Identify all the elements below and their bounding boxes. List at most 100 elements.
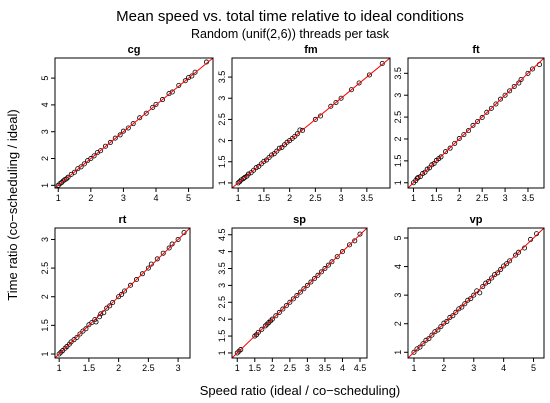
panel-frame [407, 227, 545, 359]
data-point [112, 135, 118, 141]
x-tick-label: 1 [57, 363, 62, 373]
data-point [160, 250, 166, 256]
data-point [426, 336, 432, 342]
data-point [238, 347, 244, 353]
data-point [525, 70, 531, 76]
y-tick-label: 2 [40, 294, 50, 299]
figure-title: Mean speed vs. total time relative to id… [116, 8, 464, 25]
y-tick-label: 1 [40, 183, 50, 188]
data-point [160, 97, 166, 103]
data-point [182, 78, 188, 84]
data-point [356, 80, 362, 86]
x-tick-label: 2 [116, 363, 121, 373]
data-point [498, 266, 504, 272]
data-point [488, 105, 494, 111]
x-tick-label: 4 [340, 363, 345, 373]
data-point [459, 304, 465, 310]
data-point [107, 139, 113, 145]
data-point [266, 155, 272, 161]
data-point [259, 326, 265, 332]
data-point [169, 241, 175, 247]
data-point [329, 259, 335, 265]
y-tick-label: 2 [217, 317, 227, 322]
data-point [98, 311, 104, 317]
data-point [93, 319, 99, 325]
data-point [338, 95, 344, 101]
data-point [471, 292, 477, 298]
y-tick-label: 2.5 [217, 113, 227, 126]
x-tick-label: 3 [121, 193, 126, 203]
data-point [516, 80, 522, 86]
data-point [245, 171, 251, 177]
data-point [518, 76, 524, 82]
data-point [429, 332, 435, 338]
y-tick-label: 3 [217, 283, 227, 288]
x-tick-label: 2.5 [476, 193, 489, 203]
data-point [150, 104, 156, 110]
data-point [420, 341, 426, 347]
x-tick-label: 1.5 [258, 193, 271, 203]
data-point [352, 238, 358, 244]
x-tick-label: 2.5 [309, 193, 322, 203]
x-tick-label: 1 [236, 193, 241, 203]
data-point [294, 293, 300, 299]
data-point [348, 87, 354, 93]
y-tick-label: 5 [393, 235, 403, 240]
panel-title: rt [119, 214, 127, 226]
data-point [137, 115, 143, 121]
data-point [122, 288, 128, 294]
data-point [297, 289, 303, 295]
y-tick-label: 2.5 [217, 296, 227, 309]
data-point [192, 69, 198, 75]
identity-line [407, 57, 545, 189]
data-point [143, 110, 149, 116]
y-tick-label: 2.5 [393, 111, 403, 124]
x-tick-label: 3.5 [522, 193, 535, 203]
y-tick-label: 2 [40, 156, 50, 161]
data-point [72, 169, 78, 175]
identity-line [231, 57, 391, 189]
x-tick-label: 1 [411, 363, 416, 373]
x-tick-label: 4.5 [354, 363, 367, 373]
x-tick-label: 2 [270, 363, 275, 373]
data-point [470, 122, 476, 128]
x-tick-label: 3 [305, 363, 310, 373]
data-point [315, 272, 321, 278]
data-point [274, 148, 280, 154]
data-point [63, 176, 69, 182]
identity-line [54, 57, 214, 189]
data-point [308, 279, 314, 285]
x-tick-label: 1.5 [430, 193, 443, 203]
data-point [417, 344, 423, 350]
data-point [318, 113, 324, 119]
data-point [148, 261, 154, 267]
panel-frame [231, 57, 391, 189]
data-point [468, 296, 474, 302]
data-point [366, 72, 372, 78]
x-tick-label: 1.5 [83, 363, 96, 373]
x-tick-label: 1 [56, 193, 61, 203]
data-point [453, 309, 459, 315]
data-point [176, 82, 182, 88]
data-point [117, 132, 123, 138]
data-point [74, 334, 80, 340]
data-point [300, 127, 306, 133]
y-tick-label: 3 [40, 237, 50, 242]
panel-frame [407, 57, 545, 189]
y-tick-label: 1 [217, 350, 227, 355]
x-tick-label: 2.5 [142, 363, 155, 373]
data-point [263, 157, 269, 163]
data-point [290, 296, 296, 302]
panel-title: cg [128, 44, 141, 56]
data-point [489, 275, 495, 281]
data-point [65, 174, 71, 180]
data-point [507, 88, 513, 94]
panel-title: fm [304, 44, 318, 56]
x-tick-label: 4 [153, 193, 158, 203]
x-tick-label: 1 [235, 363, 240, 373]
data-point [507, 258, 513, 264]
y-tick-label: 1 [393, 350, 403, 355]
data-point [346, 242, 352, 248]
data-point [438, 324, 444, 330]
data-point [339, 249, 345, 255]
